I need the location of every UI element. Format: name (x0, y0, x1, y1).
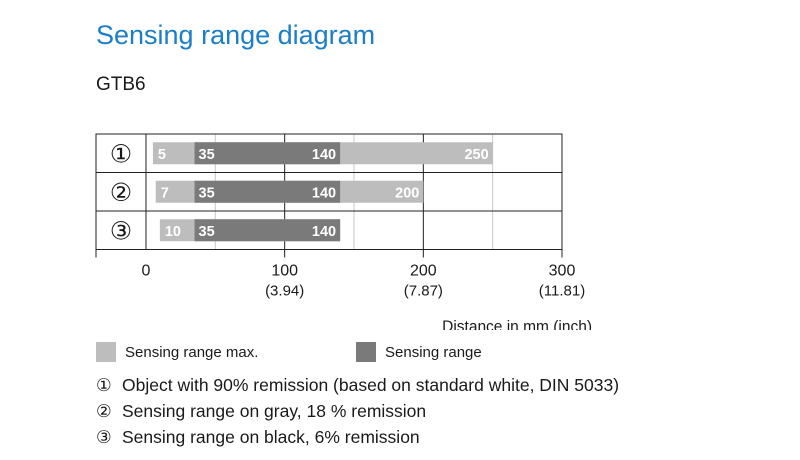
legend-label-max: Sensing range max. (125, 343, 259, 361)
footnote-text: Sensing range on black, 6% remission (122, 427, 420, 447)
data-label-range-start: 35 (199, 185, 215, 201)
footnote-number: ② (96, 401, 112, 421)
page-title: Sensing range diagram (96, 20, 376, 50)
footnote-text: Object with 90% remission (based on stan… (122, 375, 620, 395)
footnote: ② Sensing range on gray, 18 % remission (96, 398, 619, 424)
data-label-range-end: 140 (312, 224, 336, 240)
row-label: ① (110, 140, 132, 168)
footnotes: ① Object with 90% remission (based on sta… (96, 372, 619, 450)
x-tick-sublabel: (7.87) (404, 283, 443, 300)
bar-sensing-range (194, 219, 341, 242)
x-tick-label: 0 (142, 263, 151, 280)
legend-swatch-range (356, 342, 376, 362)
data-label-range-start: 35 (199, 224, 215, 240)
x-tick-label: 200 (410, 263, 437, 280)
data-label-range-start: 35 (199, 147, 215, 163)
data-label-max-start: 5 (158, 147, 166, 163)
x-tick-sublabel: (11.81) (539, 283, 585, 300)
legend-item-max: Sensing range max. (96, 342, 258, 362)
footnote-number: ③ (96, 427, 112, 447)
data-label-range-end: 140 (312, 185, 336, 201)
legend-swatch-max (96, 342, 116, 362)
x-axis-label: Distance in mm (inch) (442, 319, 592, 331)
legend-item-range: Sensing range (356, 342, 482, 362)
row-label: ② (110, 179, 132, 207)
x-tick-label: 300 (549, 263, 576, 280)
data-label-max-end: 250 (464, 147, 488, 163)
row-label: ③ (110, 217, 132, 245)
x-tick-label: 100 (271, 263, 298, 280)
data-label-max-start: 7 (161, 185, 169, 201)
sensing-range-chart: 5 35 140 250 ① 7 35 140 200 ② 10 35 140 ③ 0 100 (3.94) 20… (95, 133, 592, 331)
data-label-range-end: 140 (312, 147, 336, 163)
product-name: GTB6 (96, 74, 146, 95)
legend-label-range: Sensing range (385, 343, 482, 361)
bar-sensing-range (194, 142, 341, 165)
footnote: ③ Sensing range on black, 6% remission (96, 424, 619, 450)
chart-frame (95, 133, 563, 250)
data-label-max-end: 200 (395, 185, 419, 201)
bar-sensing-range (194, 180, 341, 203)
x-tick-sublabel: (3.94) (265, 283, 304, 300)
footnote-number: ① (96, 375, 112, 395)
footnote: ① Object with 90% remission (based on sta… (96, 372, 619, 398)
data-label-max-start: 10 (165, 224, 181, 240)
footnote-text: Sensing range on gray, 18 % remission (122, 401, 427, 421)
